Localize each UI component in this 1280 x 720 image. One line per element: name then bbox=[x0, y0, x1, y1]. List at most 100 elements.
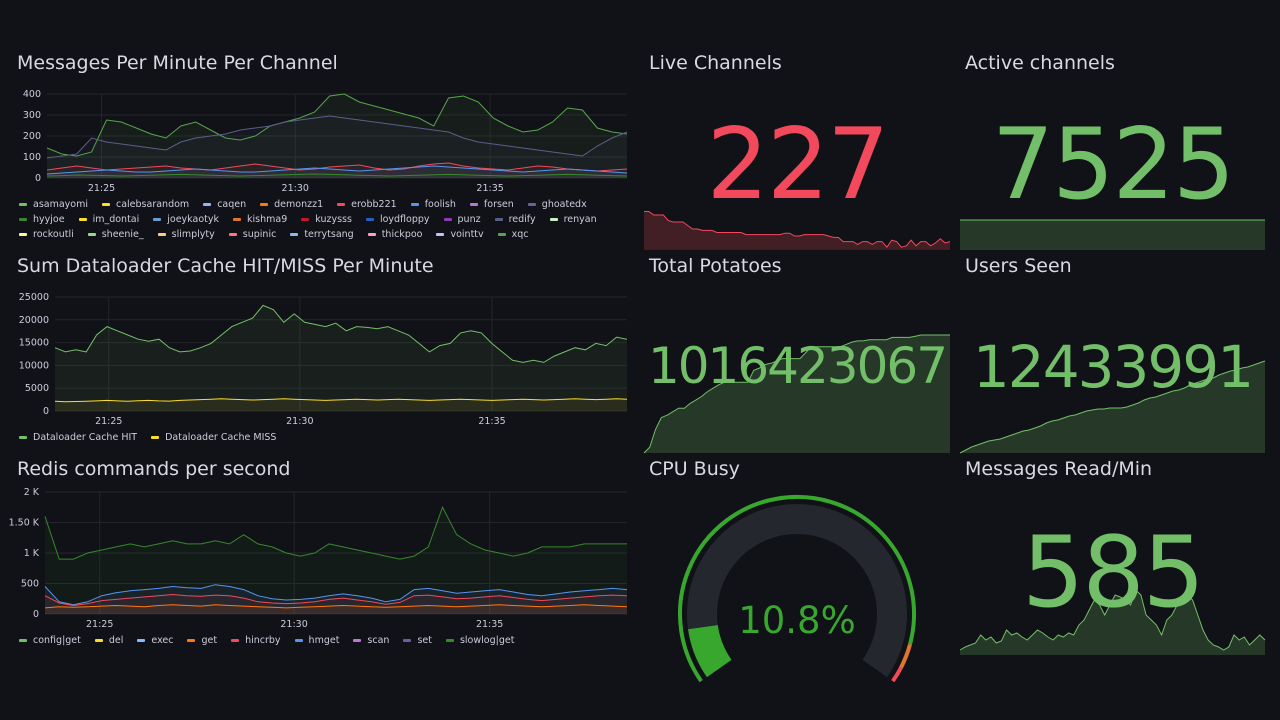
legend-item[interactable]: slimplyty bbox=[157, 229, 215, 240]
panel-title[interactable]: Messages Per Minute Per Channel bbox=[17, 52, 338, 74]
legend-item[interactable]: get bbox=[187, 635, 217, 646]
legend-swatch bbox=[294, 639, 303, 642]
legend-label: hyyjoe bbox=[33, 214, 65, 225]
x-tick-label: 21:30 bbox=[282, 183, 309, 194]
legend-label: ghoatedx bbox=[541, 199, 587, 210]
legend-swatch bbox=[445, 639, 454, 642]
panel-title[interactable]: Users Seen bbox=[965, 255, 1072, 277]
legend-item[interactable]: rockoutli bbox=[19, 229, 74, 240]
legend-item[interactable]: set bbox=[403, 635, 432, 646]
legend-item[interactable]: hmget bbox=[294, 635, 339, 646]
legend-item[interactable]: thickpoo bbox=[367, 229, 422, 240]
legend-item[interactable]: foolish bbox=[410, 199, 456, 210]
legend-item[interactable]: xqc bbox=[497, 229, 529, 240]
legend-label: exec bbox=[151, 635, 174, 646]
legend-swatch bbox=[410, 203, 419, 206]
legend-item[interactable]: renyan bbox=[549, 214, 597, 225]
legend-item[interactable]: config|get bbox=[19, 635, 81, 646]
legend-swatch bbox=[494, 218, 503, 221]
series-line bbox=[44, 593, 628, 607]
panel-title[interactable]: Messages Read/Min bbox=[965, 458, 1153, 480]
legend-item[interactable]: ghoatedx bbox=[527, 199, 587, 210]
legend-swatch bbox=[19, 218, 27, 221]
legend-label: foolish bbox=[424, 199, 456, 210]
legend-swatch bbox=[231, 639, 240, 642]
y-tick-label: 20000 bbox=[19, 315, 49, 326]
legend-item[interactable]: hincrby bbox=[231, 635, 281, 646]
legend-swatch bbox=[19, 639, 27, 642]
legend-item[interactable]: redify bbox=[494, 214, 536, 225]
legend-item[interactable]: loydfloppy bbox=[365, 214, 430, 225]
redis-chart[interactable]: 0 500 1 K 1.50 K 2 K 21:25 21:30 21:35 bbox=[9, 487, 629, 630]
x-tick-label: 21:35 bbox=[476, 183, 503, 194]
legend-swatch bbox=[549, 218, 558, 221]
legend-item[interactable]: scan bbox=[353, 635, 389, 646]
panel-title[interactable]: Live Channels bbox=[649, 52, 782, 74]
series-area bbox=[45, 507, 627, 614]
panel-title[interactable]: Redis commands per second bbox=[17, 458, 291, 480]
legend-item[interactable]: Dataloader Cache MISS bbox=[151, 432, 276, 443]
legend-swatch bbox=[260, 203, 269, 206]
total-potatoes-value: 1016423067 bbox=[647, 337, 948, 395]
series-line bbox=[46, 165, 628, 175]
legend-item[interactable]: Dataloader Cache HIT bbox=[19, 432, 137, 443]
legend-swatch bbox=[94, 639, 103, 642]
messages-chart[interactable]: 0 100 200 300 400 21:25 21:30 21:35 bbox=[17, 89, 629, 232]
legend-item[interactable]: forsen bbox=[469, 199, 514, 210]
legend-label: slimplyty bbox=[171, 229, 215, 240]
legend-swatch bbox=[78, 218, 87, 221]
legend-swatch bbox=[337, 203, 346, 206]
legend-item[interactable]: calebsarandom bbox=[102, 199, 189, 210]
legend-item[interactable]: caqen bbox=[203, 199, 246, 210]
series-area bbox=[55, 398, 627, 411]
legend-item[interactable]: im_dontai bbox=[78, 214, 140, 225]
panel-messages-per-minute: Messages Per Minute Per Channel 0 100 200 3… bbox=[17, 52, 629, 247]
series-line bbox=[46, 115, 628, 159]
legend-item[interactable]: punz bbox=[443, 214, 481, 225]
y-tick-label: 0 bbox=[33, 609, 39, 620]
gauge-value-arc bbox=[688, 624, 732, 678]
legend-item[interactable]: kuzysss bbox=[301, 214, 352, 225]
legend-item[interactable]: erobb221 bbox=[337, 199, 397, 210]
legend-item[interactable]: terrytsang bbox=[290, 229, 354, 240]
legend-swatch bbox=[187, 639, 196, 642]
legend-item[interactable]: exec bbox=[137, 635, 173, 646]
panel-title[interactable]: Total Potatoes bbox=[649, 255, 782, 277]
redis-legend: config|get del exec get hincrby hmget scan set s… bbox=[19, 635, 629, 646]
panel-title[interactable]: Active channels bbox=[965, 52, 1115, 74]
x-tick-label: 21:25 bbox=[95, 416, 122, 427]
y-tick-label: 1.50 K bbox=[9, 518, 40, 529]
legend-label: joeykaotyk bbox=[167, 214, 220, 225]
legend-label: terrytsang bbox=[304, 229, 354, 240]
legend-item[interactable]: vointtv bbox=[436, 229, 484, 240]
legend-label: Dataloader Cache MISS bbox=[165, 432, 277, 443]
legend-label: kuzysss bbox=[315, 214, 352, 225]
legend-item[interactable]: kishma9 bbox=[233, 214, 287, 225]
legend-item[interactable]: slowlog|get bbox=[445, 635, 514, 646]
legend-label: im_dontai bbox=[92, 214, 140, 225]
panel-title[interactable]: Sum Dataloader Cache HIT/MISS Per Minute bbox=[17, 255, 434, 277]
sparkline-area bbox=[960, 590, 1265, 655]
legend-item[interactable]: asamayomi bbox=[19, 199, 88, 210]
legend-item[interactable]: sheenie_ bbox=[87, 229, 144, 240]
legend-item[interactable]: joeykaotyk bbox=[153, 214, 219, 225]
active-channels-sparkline bbox=[960, 219, 1265, 250]
sparkline-area bbox=[960, 361, 1265, 453]
legend-item[interactable]: del bbox=[94, 635, 123, 646]
legend-swatch bbox=[365, 218, 374, 221]
legend-item[interactable]: hyyjoe bbox=[19, 214, 65, 225]
y-tick-label: 200 bbox=[23, 131, 41, 142]
legend-item[interactable]: supinic bbox=[228, 229, 277, 240]
sparkline-line bbox=[959, 589, 1266, 651]
y-tick-label: 300 bbox=[23, 110, 41, 121]
dataloader-chart[interactable]: 0 5000 10000 15000 20000 25000 21:25 21:30 21:35 bbox=[17, 292, 629, 435]
sparkline-line bbox=[959, 360, 1266, 454]
legend-label: supinic bbox=[242, 229, 277, 240]
sparkline-area bbox=[644, 335, 950, 453]
legend-swatch bbox=[102, 203, 110, 206]
panel-title[interactable]: CPU Busy bbox=[649, 458, 740, 480]
legend-swatch bbox=[436, 233, 445, 236]
legend-item[interactable]: demonzz1 bbox=[260, 199, 323, 210]
series-area bbox=[55, 305, 627, 411]
series-line bbox=[46, 162, 628, 172]
